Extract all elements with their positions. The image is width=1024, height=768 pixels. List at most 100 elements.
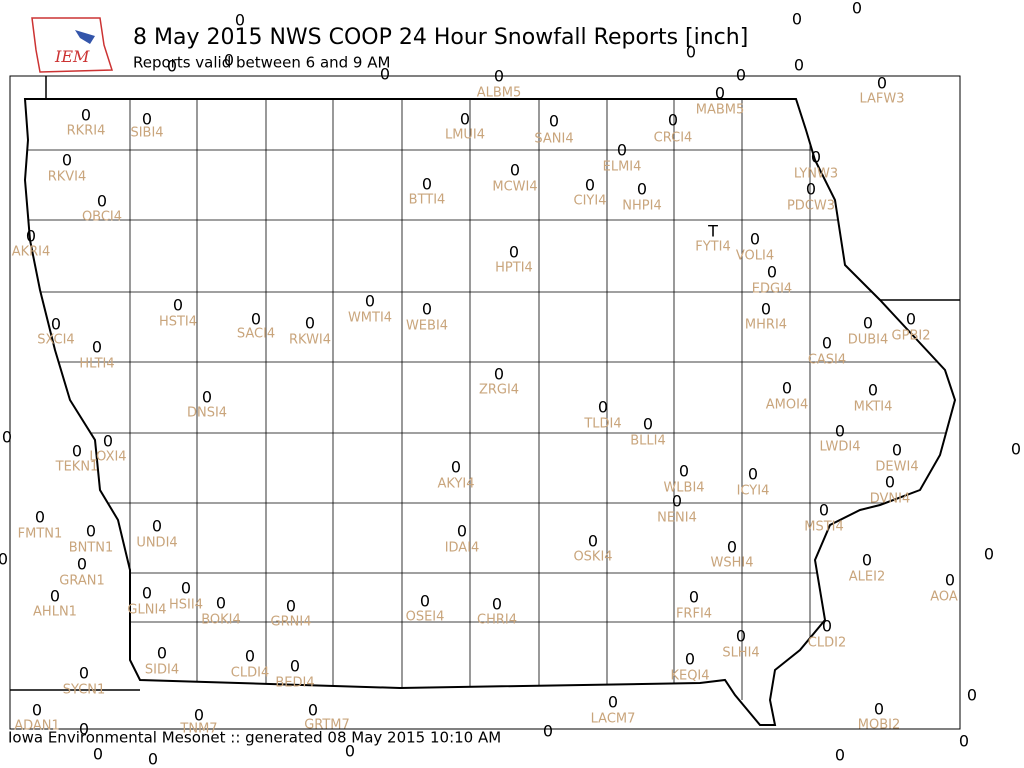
station-value: 0 [79, 720, 89, 739]
station-label: DEWI4 [875, 460, 918, 475]
station-value: 0 [668, 111, 678, 130]
station-label: MHRI4 [745, 318, 787, 333]
station-label: GRAN1 [59, 574, 104, 589]
station-value: 0 [51, 315, 61, 334]
station-label: EDGI4 [752, 282, 792, 297]
station-value: 0 [686, 43, 696, 62]
station-value: 0 [811, 148, 821, 167]
station-label: CLDI2 [808, 636, 846, 651]
station-label: LYNW3 [794, 167, 838, 182]
station-label: WLBI4 [663, 481, 704, 496]
station-label: SIDI4 [145, 663, 179, 678]
station-label: ALBM5 [477, 86, 522, 101]
station-value: 0 [945, 571, 955, 590]
station-label: DVNI4 [870, 492, 911, 507]
station-value: T [707, 222, 718, 241]
station-label: SIBI4 [130, 126, 163, 141]
station-value: 0 [103, 432, 113, 451]
station-value: 0 [26, 227, 36, 246]
station-value: 0 [2, 428, 12, 447]
station-value: 0 [585, 176, 595, 195]
station-value: 0 [494, 67, 504, 86]
station-value: 0 [345, 742, 355, 761]
station-label: SLHI4 [722, 646, 759, 661]
station-label: LOXI4 [89, 450, 126, 465]
station-value: 0 [782, 379, 792, 398]
station-value: 0 [835, 422, 845, 441]
station-value: 0 [835, 746, 845, 765]
station-label: LMUI4 [445, 128, 485, 143]
station-label: SYCN1 [63, 683, 106, 698]
station-value: 0 [736, 66, 746, 85]
logo-text: IEM [54, 47, 90, 66]
station-label: LAFW3 [859, 92, 904, 107]
station-value: 0 [509, 243, 519, 262]
station-value: 0 [852, 0, 862, 18]
station-value: 0 [305, 314, 315, 333]
station-value: 0 [543, 722, 553, 741]
station-value: 0 [194, 706, 204, 725]
station-value: 0 [235, 11, 245, 30]
station-value: 0 [689, 588, 699, 607]
station-value: 0 [152, 517, 162, 536]
station-value: 0 [420, 592, 430, 611]
station-value: 0 [308, 701, 318, 720]
station-value: 0 [637, 180, 647, 199]
station-label: HSTI4 [159, 315, 197, 330]
station-value: 0 [510, 161, 520, 180]
station-value: 0 [365, 292, 375, 311]
station-label: MABM5 [696, 103, 745, 118]
station-label: AHLN1 [33, 605, 77, 620]
station-label: MKTI4 [854, 400, 893, 415]
station-value: 0 [672, 492, 682, 511]
station-label: AMOI4 [766, 398, 808, 413]
station-value: 0 [245, 647, 255, 666]
station-value: 0 [157, 644, 167, 663]
station-value: 0 [892, 441, 902, 460]
station-value: 0 [959, 732, 969, 751]
station-value: 0 [422, 175, 432, 194]
map-frame [9, 75, 961, 730]
station-label: TEKN1 [55, 460, 99, 475]
station-label: NENI4 [657, 511, 697, 526]
station-value: 0 [761, 300, 771, 319]
station-label: HSII4 [169, 598, 203, 613]
station-label: SACI4 [237, 327, 275, 342]
station-value: 0 [792, 10, 802, 29]
station-label: BTTI4 [409, 193, 446, 208]
station-label: OSKI4 [573, 550, 612, 565]
station-value: 0 [457, 522, 467, 541]
station-value: 0 [748, 465, 758, 484]
station-value: 0 [874, 700, 884, 719]
station-value: 0 [494, 365, 504, 384]
station-label: UNDI4 [136, 536, 177, 551]
station-label: TNM7 [179, 722, 217, 737]
station-label: ADAN1 [14, 719, 60, 734]
station-label: IDAI4 [445, 541, 480, 556]
station-value: 0 [0, 550, 8, 569]
station-label: NHPI4 [622, 199, 661, 214]
station-label: ELMI4 [603, 160, 642, 175]
station-value: 0 [251, 310, 261, 329]
station-value: 0 [380, 65, 390, 84]
station-value: 0 [822, 334, 832, 353]
station-label: PDCW3 [787, 199, 835, 214]
station-label: OBCI4 [82, 210, 122, 225]
station-value: 0 [767, 263, 777, 282]
station-value: 0 [460, 110, 470, 129]
station-label: CASI4 [808, 353, 846, 368]
station-value: 0 [216, 594, 226, 613]
station-label: GLNI4 [127, 603, 166, 618]
station-label: CLDI4 [231, 666, 269, 681]
station-value: 0 [181, 579, 191, 598]
station-value: 0 [727, 538, 737, 557]
station-label: ALEI2 [849, 570, 885, 585]
station-value: 0 [422, 300, 432, 319]
logo: IEM [31, 17, 114, 73]
station-value: 0 [86, 522, 96, 541]
station-label: BOKI4 [201, 613, 241, 628]
station-value: 0 [598, 398, 608, 417]
footer: Iowa Environmental Mesonet :: generated … [8, 729, 501, 747]
